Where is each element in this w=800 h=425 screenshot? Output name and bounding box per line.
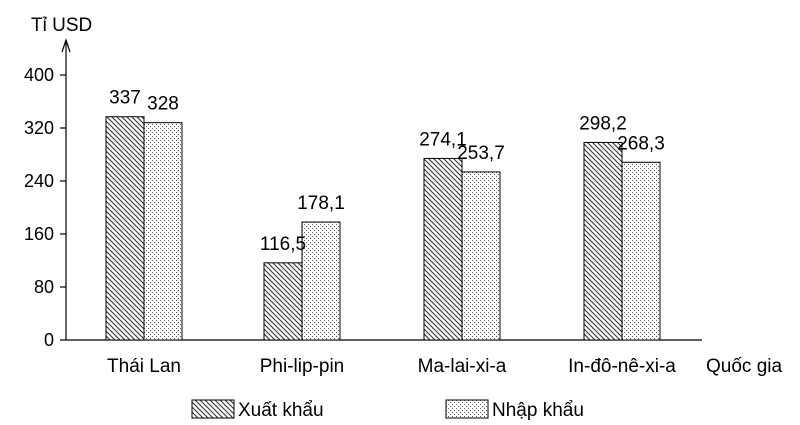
data-label-export: 298,2 xyxy=(579,113,627,134)
x-category-label: In-đô-nê-xi-a xyxy=(568,356,676,377)
labels: 337 328 Thái Lan 116,5 178,1 Phi-lip-pin 274,1… xyxy=(107,88,676,377)
legend: Xuất khẩu Nhập khẩu xyxy=(191,399,584,421)
legend-swatch-export xyxy=(191,399,235,419)
data-label-export: 337 xyxy=(109,88,141,109)
data-label-import: 178,1 xyxy=(297,193,345,214)
bar-import xyxy=(143,122,183,341)
bar-export xyxy=(105,116,145,341)
x-category-label: Thái Lan xyxy=(107,356,181,377)
y-tick-label: 0 xyxy=(44,330,54,350)
x-axis-title: Quốc gia xyxy=(706,356,782,377)
legend-swatch-import xyxy=(445,399,489,419)
y-tick-label: 400 xyxy=(24,65,54,85)
data-label-import: 268,3 xyxy=(617,133,665,154)
bar-import xyxy=(461,171,501,341)
bar-export xyxy=(263,262,303,341)
x-category-label: Phi-lip-pin xyxy=(260,356,344,377)
data-label-export: 116,5 xyxy=(260,234,306,255)
y-tick-label: 80 xyxy=(34,277,54,297)
y-axis-title: Tỉ USD xyxy=(31,15,92,36)
legend-label-export: Xuất khẩu xyxy=(238,400,324,421)
y-tick-label: 160 xyxy=(24,224,54,244)
y-tick-label: 320 xyxy=(24,118,54,138)
data-label-export: 274,1 xyxy=(419,129,467,150)
data-label-import: 253,7 xyxy=(457,143,505,164)
bar-import xyxy=(621,161,661,341)
bar-export xyxy=(423,157,463,341)
legend-label-import: Nhập khẩu xyxy=(492,400,584,421)
y-tick-label: 240 xyxy=(24,171,54,191)
bars xyxy=(105,116,661,341)
x-category-label: Ma-lai-xi-a xyxy=(418,356,507,377)
bar-export xyxy=(583,141,623,341)
bar-import xyxy=(301,221,341,341)
y-axis-arrow xyxy=(61,38,71,53)
data-label-import: 328 xyxy=(147,94,179,115)
